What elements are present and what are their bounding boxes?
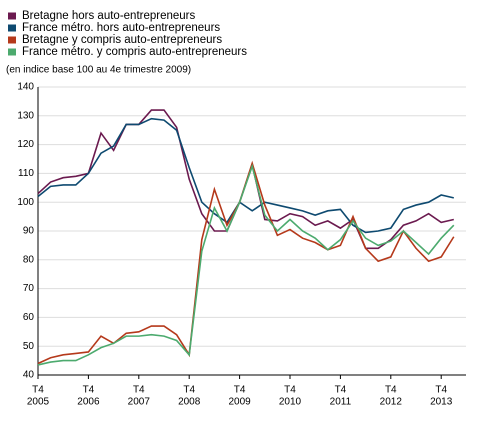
y-tick-label: 90: [23, 226, 35, 237]
chart-subtitle: (en indice base 100 au 4e trimestre 2009…: [6, 65, 191, 76]
y-tick-label: 110: [18, 168, 34, 179]
legend-swatch: [8, 24, 16, 32]
legend-label: France métro. y compris auto-entrepreneu…: [22, 46, 247, 58]
y-tick-label: 40: [23, 370, 35, 381]
series-line: [37, 117, 454, 234]
y-tick-label: 120: [17, 139, 34, 150]
y-tick-label: 80: [23, 254, 35, 265]
legend-swatch: [8, 12, 16, 20]
legend-label: Bretagne y compris auto-entrepreneurs: [22, 34, 222, 46]
legend-label: Bretagne hors auto-entrepreneurs: [22, 10, 195, 22]
x-tick-label: T4: [435, 385, 447, 396]
y-tick-label: 50: [23, 341, 35, 352]
x-tick-label: T4: [385, 385, 397, 396]
legend-swatch: [8, 36, 16, 44]
x-tick-label: 2010: [279, 397, 302, 408]
x-tick-label: 2007: [128, 397, 151, 408]
series-line: [37, 163, 455, 366]
y-tick-label: 140: [17, 82, 34, 93]
y-tick-label: 130: [17, 110, 34, 121]
x-tick-label: T4: [284, 385, 296, 396]
x-tick-label: 2012: [380, 397, 403, 408]
x-tick-label: T4: [83, 385, 95, 396]
series-line: [37, 160, 455, 365]
x-tick-label: 2005: [27, 397, 50, 408]
y-tick-label: 70: [23, 283, 35, 294]
legend-label: France métro. hors auto-entrepreneurs: [22, 22, 220, 34]
x-tick-label: 2008: [178, 397, 201, 408]
legend-swatch: [8, 48, 16, 56]
x-tick-label: 2011: [330, 397, 352, 408]
y-tick-label: 100: [17, 197, 34, 208]
x-tick-label: T4: [32, 385, 44, 396]
x-tick-label: 2006: [77, 397, 100, 408]
x-tick-label: T4: [234, 385, 246, 396]
x-tick-label: 2013: [430, 397, 453, 408]
x-tick-label: 2009: [228, 397, 251, 408]
x-tick-label: T4: [183, 385, 195, 396]
x-tick-label: T4: [335, 385, 347, 396]
y-tick-label: 60: [23, 312, 35, 323]
x-tick-label: T4: [133, 385, 145, 396]
